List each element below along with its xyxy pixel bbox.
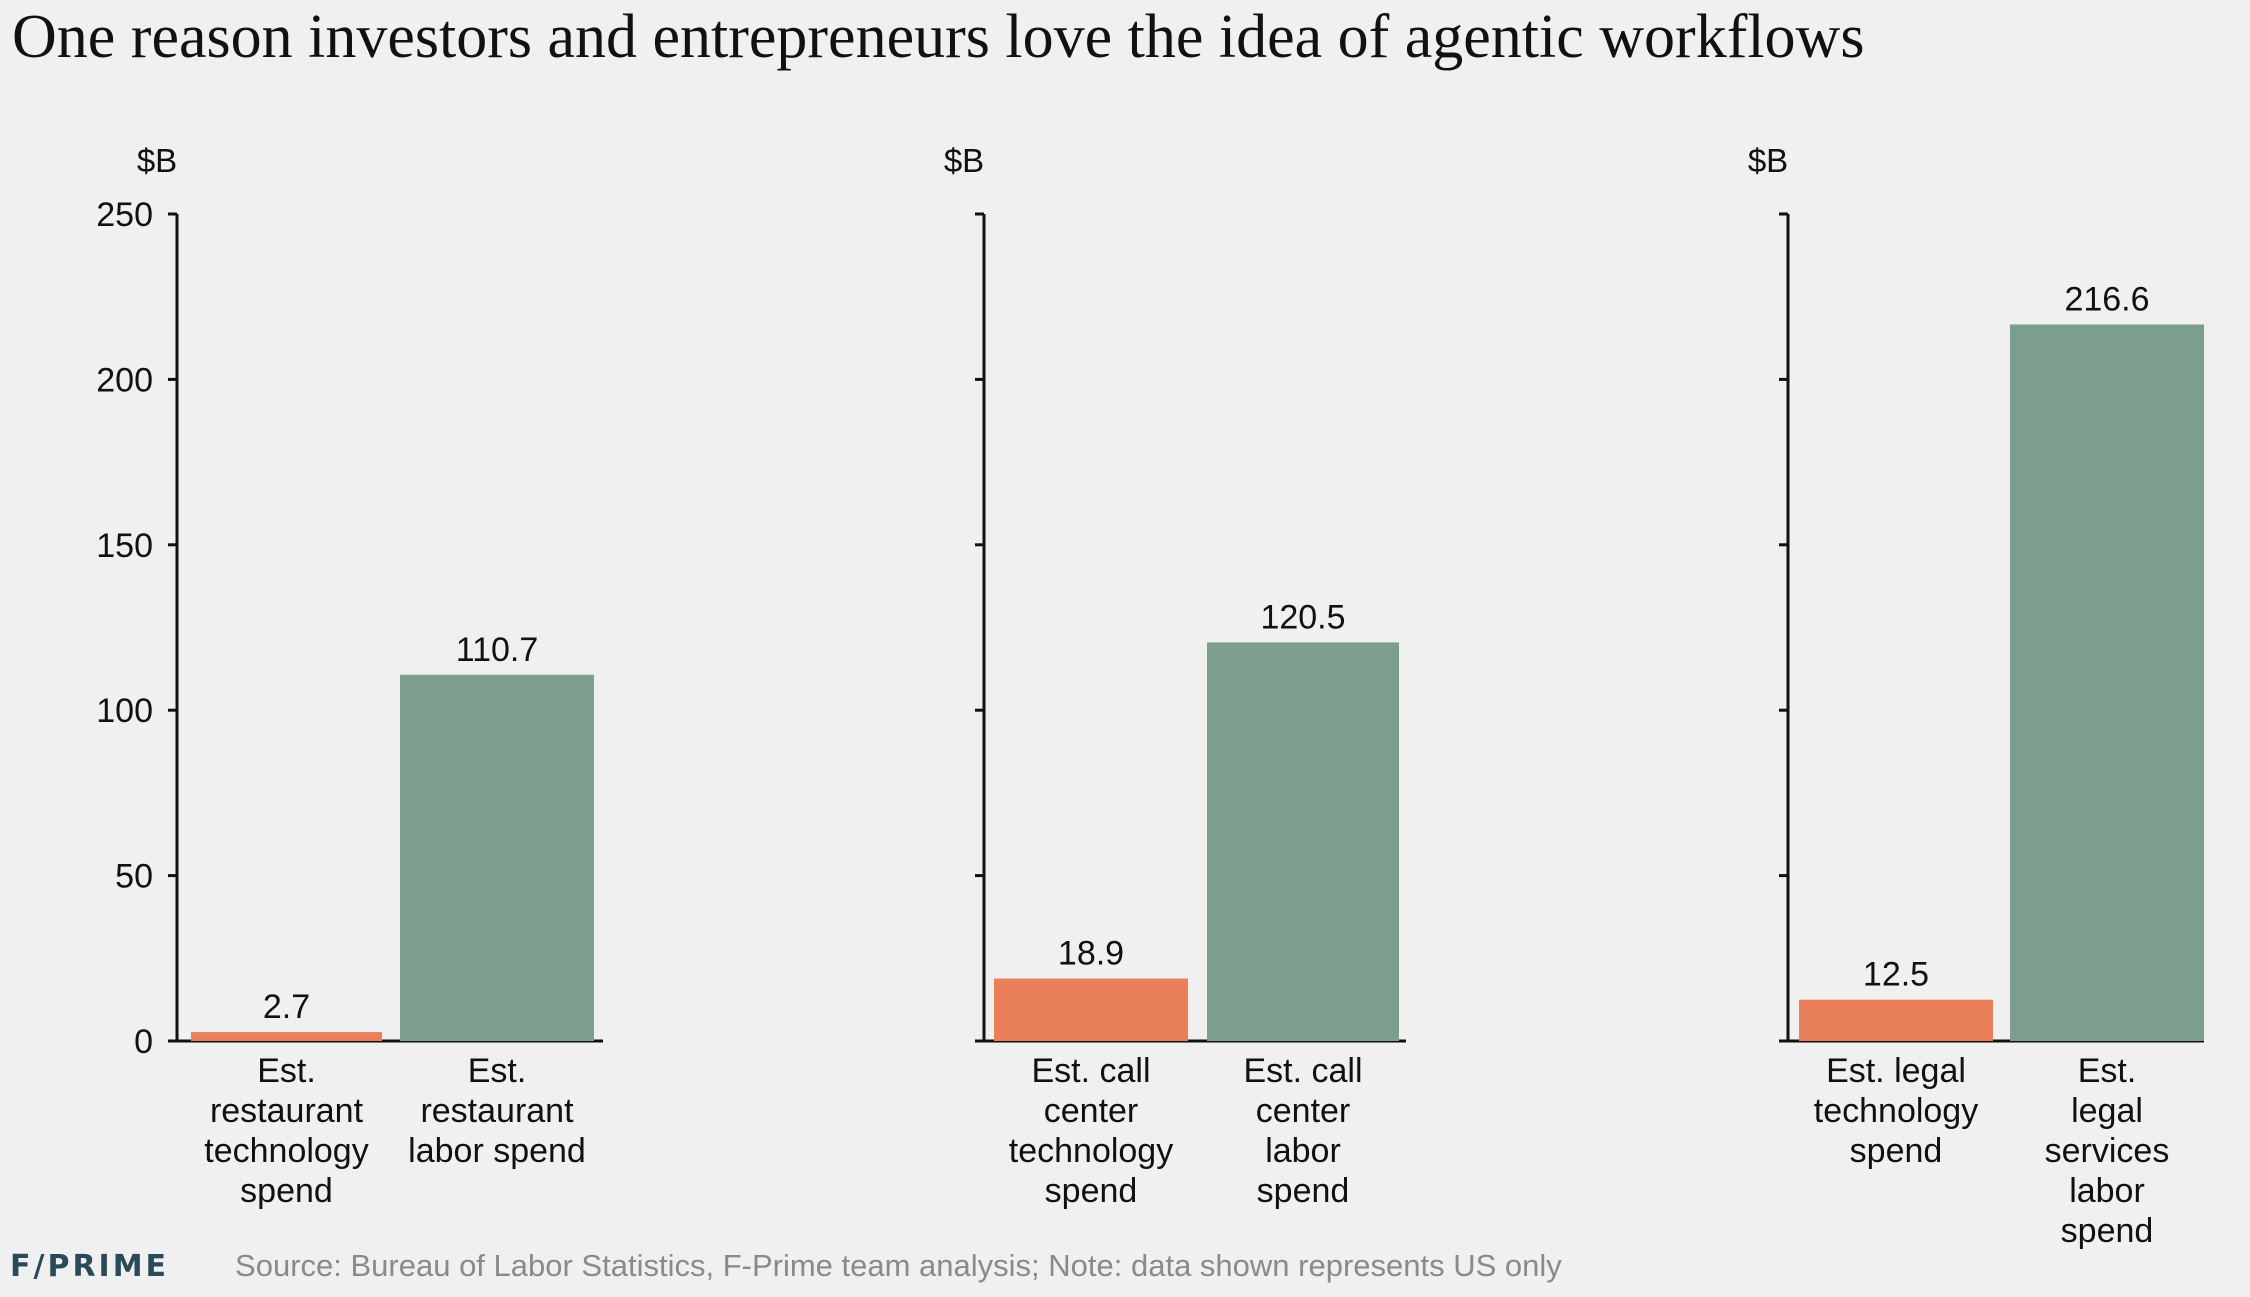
x-category-label: Est. call center technology spend	[1009, 1052, 1173, 1210]
data-label: 2.7	[263, 988, 310, 1026]
bar-labor-spend	[1207, 642, 1399, 1041]
category-label-line: technology	[1814, 1092, 1978, 1130]
category-label-line: labor	[1265, 1132, 1341, 1170]
category-label-line: technology	[1009, 1132, 1173, 1170]
category-label-line: spend	[2061, 1212, 2154, 1250]
source-note: Source: Bureau of Labor Statistics, F-Pr…	[235, 1248, 1562, 1283]
category-label-line: Est.	[2078, 1052, 2137, 1090]
data-label: 12.5	[1863, 956, 1929, 994]
category-label-line: center	[1256, 1092, 1351, 1130]
x-category-label: Est. legal technology spend	[1814, 1052, 1978, 1170]
x-category-label: Est. legal services labor spend	[2045, 1052, 2170, 1250]
y-axis-unit-label: $B	[1748, 142, 1788, 179]
category-label-line: Est. call	[1243, 1052, 1362, 1090]
category-label-line: Est. legal	[1826, 1052, 1966, 1090]
data-label: 18.9	[1058, 934, 1124, 972]
chart-title: One reason investors and entrepreneurs l…	[12, 3, 1865, 71]
x-category-label: Est. restaurant technology spend	[204, 1052, 368, 1210]
category-label-line: Est. call	[1031, 1052, 1150, 1090]
y-tick-label: 50	[115, 858, 153, 896]
bar-technology-spend	[191, 1032, 382, 1041]
y-axis-unit-label: $B	[137, 142, 177, 179]
category-label-line: spend	[1257, 1172, 1350, 1210]
category-label-line: spend	[1850, 1132, 1943, 1170]
category-label-line: restaurant	[210, 1092, 364, 1130]
bar-technology-spend	[1799, 999, 1993, 1041]
y-tick-label: 200	[96, 361, 153, 399]
y-tick-label: 0	[134, 1023, 153, 1061]
category-label-line: Est.	[468, 1052, 527, 1090]
category-label-line: legal	[2071, 1092, 2143, 1130]
y-axis-unit-label: $B	[944, 142, 984, 179]
y-tick-label: 150	[96, 527, 153, 565]
bar-technology-spend	[994, 978, 1188, 1041]
category-label-line: services	[2045, 1132, 2170, 1170]
category-label-line: spend	[240, 1172, 333, 1210]
category-label-line: Est.	[257, 1052, 316, 1090]
category-label-line: center	[1044, 1092, 1139, 1130]
x-category-label: Est. call center labor spend	[1243, 1052, 1362, 1210]
fprime-logo: F/PRIME	[10, 1248, 170, 1284]
category-label-line: labor	[2069, 1172, 2145, 1210]
category-label-line: technology	[204, 1132, 368, 1170]
category-label-line: restaurant	[420, 1092, 574, 1130]
bar-labor-spend	[2010, 324, 2204, 1042]
y-tick-label: 250	[96, 196, 153, 234]
data-label: 120.5	[1260, 598, 1345, 636]
category-label-line: spend	[1045, 1172, 1138, 1210]
bar-labor-spend	[400, 674, 594, 1041]
category-label-line: labor spend	[408, 1132, 586, 1170]
x-category-label: Est. restaurant labor spend	[408, 1052, 586, 1170]
y-tick-label: 100	[96, 692, 153, 730]
footer: F/PRIME Source: Bureau of Labor Statisti…	[10, 1248, 1562, 1284]
data-label: 110.7	[456, 631, 539, 669]
data-label: 216.6	[2064, 280, 2149, 318]
